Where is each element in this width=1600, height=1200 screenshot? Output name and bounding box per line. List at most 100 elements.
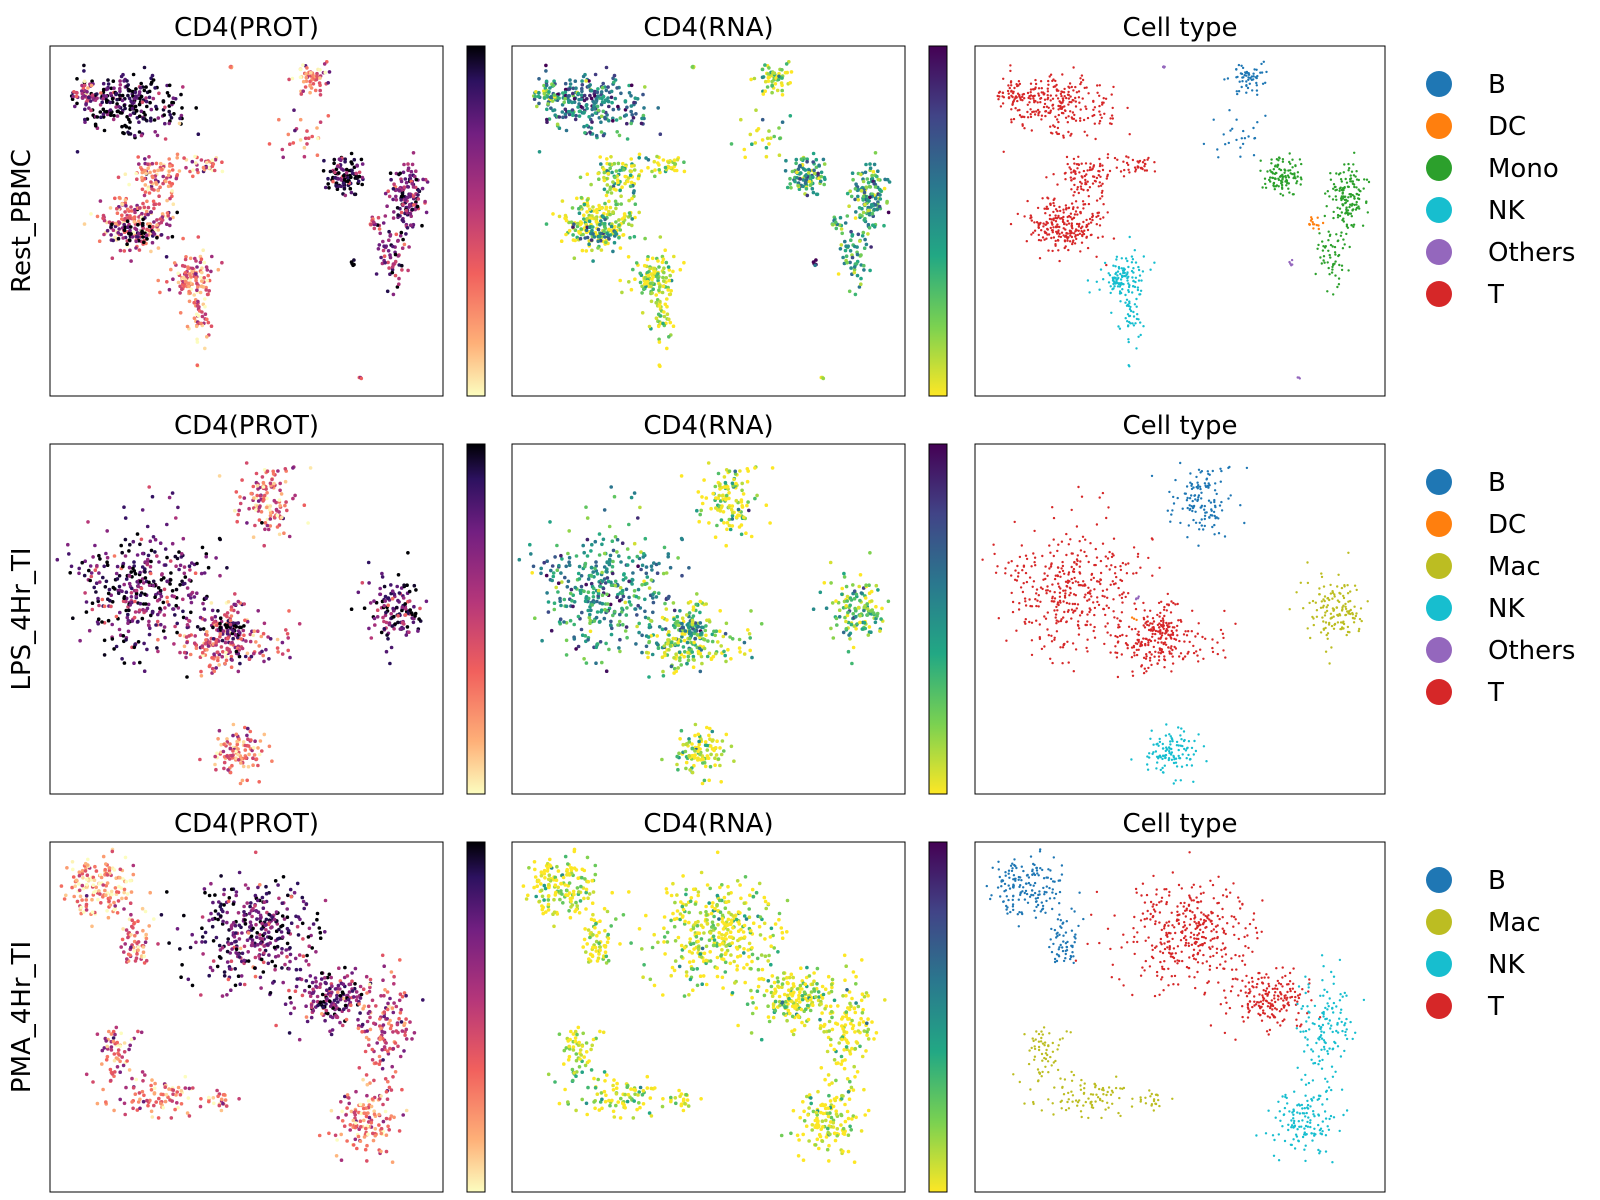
scatter-point [1054,115,1057,119]
scatter-point [1054,220,1058,223]
scatter-point [660,260,665,265]
scatter-point [657,363,662,368]
scatter-point [747,508,751,513]
scatter-point [176,505,180,510]
scatter-point [117,104,121,109]
scatter-point [816,171,820,176]
scatter-point [397,282,401,287]
scatter-point [1089,162,1092,165]
scatter-point [210,656,214,660]
scatter-point [645,257,650,262]
scatter-point [1074,119,1078,122]
panel-CD4(RNA): CD4(RNA) [511,13,948,397]
scatter-point [789,70,794,74]
scatter-point [638,271,642,276]
plot-frame [974,45,1386,397]
scatter-point [390,265,395,269]
scatter-point [323,185,328,190]
scatter-point [1226,77,1230,80]
scatter-point [111,585,116,590]
scatter-point [95,96,99,100]
scatter-point [633,215,637,220]
scatter-point [668,273,672,278]
scatter-point [151,96,156,101]
scatter-point [1255,84,1259,87]
scatter-point [1063,87,1066,91]
scatter-point [354,171,358,176]
scatter-point [1010,118,1013,121]
scatter-point [742,147,747,152]
scatter-point [187,578,192,582]
scatter-point [151,583,156,588]
scatter-point [577,211,582,215]
scatter-point [716,471,721,476]
scatter-point [1255,76,1258,80]
scatter-point [141,201,145,206]
scatter-point [104,109,109,114]
scatter-point [178,633,182,638]
scatter-point [131,539,136,544]
scatter-point [167,109,171,114]
scatter-point [1098,84,1102,87]
scatter-point [700,495,704,499]
scatter-point [1340,264,1344,267]
scatter-point [1128,235,1131,239]
scatter-point [1082,188,1085,192]
scatter-point [268,514,273,518]
scatter-point [1222,133,1225,136]
scatter-point [1145,169,1149,172]
scatter-point [236,621,241,625]
scatter-point [1108,169,1112,173]
scatter-point [847,289,852,294]
scatter-point [238,661,242,666]
scatter-point [1125,298,1129,301]
scatter-point [672,254,676,259]
scatter-point [262,543,267,548]
scatter-point [174,603,178,608]
scatter-point [1035,110,1038,113]
scatter-point [110,622,114,627]
scatter-point [1338,207,1342,210]
scatter-point [142,641,146,646]
scatter-point [379,255,383,260]
scatter-point [99,115,103,120]
scatter-point [349,175,353,180]
scatter-point [1335,233,1338,236]
scatter-point [1043,207,1046,210]
scatter-point [1126,272,1129,276]
scatter-point [118,89,122,94]
scatter-point [859,276,863,281]
scatter-point [407,202,412,207]
scatter-point [403,607,408,611]
scatter-point [138,579,143,584]
scatter-point [376,215,381,220]
scatter-point [194,272,198,276]
scatter-point [599,231,603,236]
scatter-point [1281,187,1284,190]
scatter-point [1245,84,1248,88]
scatter-point [812,171,817,176]
scatter-point [860,234,865,238]
scatter-point [1118,327,1122,330]
scatter-point [1144,162,1147,166]
scatter-point [819,170,824,175]
scatter-point [167,180,172,185]
scatter-point [784,62,789,66]
scatter-point [709,506,713,511]
scatter-point [607,199,611,204]
scatter-point [652,270,657,274]
scatter-point [1097,174,1101,177]
scatter-point [192,316,197,321]
scatter-point [585,123,589,128]
scatter-point [160,212,165,216]
scatter-point [780,88,784,93]
scatter-point [868,162,872,166]
scatter-point [1023,115,1026,119]
scatter-point [579,227,583,231]
scatter-point [214,767,218,772]
scatter-point [1067,115,1070,118]
scatter-point [136,155,140,159]
scatter-point [188,291,192,295]
scatter-point [242,602,246,606]
scatter-point [117,584,122,589]
